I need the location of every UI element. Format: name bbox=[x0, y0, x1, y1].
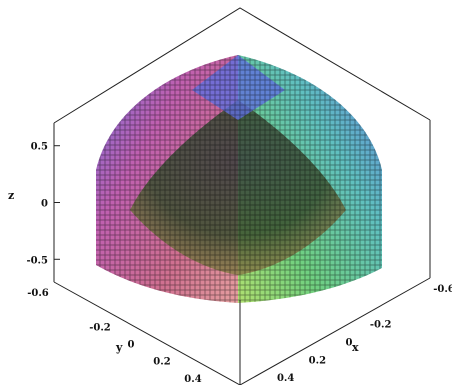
y-tick-label: 0 bbox=[128, 340, 135, 351]
y-tick-label: -0.2 bbox=[89, 322, 111, 333]
z-tick-label: -0.5 bbox=[26, 255, 48, 266]
y-tick-label: 0.2 bbox=[153, 357, 170, 368]
z-axis-label: z bbox=[8, 189, 14, 202]
y-axis-label: y bbox=[115, 341, 123, 354]
y-axis: -0.6-0.200.20.40.6 bbox=[27, 288, 202, 385]
z-axis: 0.5 0 -0.5 bbox=[26, 142, 60, 266]
sphere-surface bbox=[96, 55, 382, 303]
y-tick-label: 0.4 bbox=[184, 374, 201, 385]
surface-voxel-grid bbox=[96, 55, 382, 303]
y-tick-label: -0.6 bbox=[27, 288, 49, 299]
x-tick-label: 0.4 bbox=[277, 373, 294, 384]
x-tick-label: -0.2 bbox=[370, 320, 392, 331]
bounding-box-front bbox=[53, 277, 431, 385]
x-axis-label: x bbox=[352, 341, 359, 354]
x-tick-label: 0.2 bbox=[309, 355, 326, 366]
z-tick-label: 0.5 bbox=[31, 142, 48, 153]
x-tick-label: -0.6 bbox=[433, 284, 452, 295]
z-tick-label: 0 bbox=[41, 199, 48, 210]
x-tick-label: 0 bbox=[346, 338, 353, 349]
x-axis: -0.6-0.200.20.40.6 bbox=[277, 284, 452, 384]
